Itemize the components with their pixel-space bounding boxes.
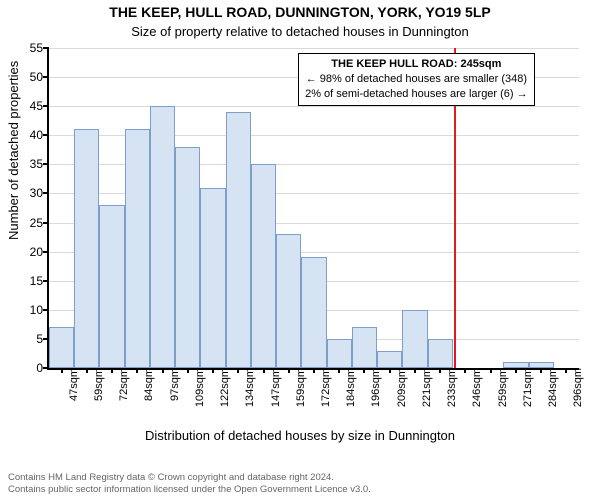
credits-line1: Contains HM Land Registry data © Crown c… bbox=[8, 472, 371, 484]
x-tick-label: 172sqm bbox=[320, 368, 332, 407]
gridline bbox=[49, 48, 579, 49]
x-axis-label: Distribution of detached houses by size … bbox=[0, 428, 600, 443]
x-tick-mark bbox=[439, 368, 441, 373]
chart-title: THE KEEP, HULL ROAD, DUNNINGTON, YORK, Y… bbox=[0, 4, 600, 20]
x-tick-label: 284sqm bbox=[547, 368, 559, 407]
x-tick-mark bbox=[237, 368, 239, 373]
histogram-bar bbox=[301, 257, 326, 368]
x-tick-mark bbox=[464, 368, 466, 373]
histogram-bar bbox=[251, 164, 276, 368]
x-tick-mark bbox=[515, 368, 517, 373]
x-tick-mark bbox=[389, 368, 391, 373]
histogram-bar bbox=[175, 147, 200, 368]
x-tick-mark bbox=[162, 368, 164, 373]
x-tick-mark bbox=[212, 368, 214, 373]
x-tick-mark bbox=[540, 368, 542, 373]
credits: Contains HM Land Registry data © Crown c… bbox=[8, 472, 371, 496]
y-tick-label: 20 bbox=[30, 245, 49, 259]
x-tick-label: 209sqm bbox=[396, 368, 408, 407]
x-tick-label: 147sqm bbox=[270, 368, 282, 407]
infobox-line3: 2% of semi-detached houses are larger (6… bbox=[305, 87, 528, 102]
x-tick-label: 72sqm bbox=[118, 368, 130, 401]
histogram-bar bbox=[74, 129, 99, 368]
histogram-bar bbox=[150, 106, 175, 368]
histogram-bar bbox=[125, 129, 150, 368]
x-tick-mark bbox=[338, 368, 340, 373]
x-tick-mark bbox=[187, 368, 189, 373]
property-infobox: THE KEEP HULL ROAD: 245sqm ← 98% of deta… bbox=[298, 53, 535, 106]
y-tick-label: 35 bbox=[30, 157, 49, 171]
x-tick-label: 159sqm bbox=[295, 368, 307, 407]
x-tick-label: 196sqm bbox=[370, 368, 382, 407]
x-tick-mark bbox=[313, 368, 315, 373]
x-tick-mark bbox=[490, 368, 492, 373]
y-tick-label: 55 bbox=[30, 41, 49, 55]
credits-line2: Contains public sector information licen… bbox=[8, 484, 371, 496]
x-tick-mark bbox=[414, 368, 416, 373]
x-tick-label: 221sqm bbox=[421, 368, 433, 407]
y-tick-label: 25 bbox=[30, 216, 49, 230]
x-tick-mark bbox=[263, 368, 265, 373]
y-axis-label: Number of detached properties bbox=[6, 61, 21, 240]
x-tick-label: 134sqm bbox=[244, 368, 256, 407]
histogram-bar bbox=[276, 234, 301, 368]
x-tick-label: 59sqm bbox=[93, 368, 105, 401]
infobox-line1: THE KEEP HULL ROAD: 245sqm bbox=[305, 57, 528, 72]
x-tick-mark bbox=[86, 368, 88, 373]
gridline bbox=[49, 106, 579, 107]
y-tick-label: 30 bbox=[30, 186, 49, 200]
x-tick-mark bbox=[288, 368, 290, 373]
y-tick-label: 15 bbox=[30, 274, 49, 288]
y-tick-label: 45 bbox=[30, 99, 49, 113]
x-tick-mark bbox=[61, 368, 63, 373]
histogram-bar bbox=[428, 339, 453, 368]
infobox-line2: ← 98% of detached houses are smaller (34… bbox=[305, 72, 528, 87]
x-tick-mark bbox=[565, 368, 567, 373]
x-tick-mark bbox=[136, 368, 138, 373]
x-tick-label: 184sqm bbox=[345, 368, 357, 407]
x-tick-label: 84sqm bbox=[143, 368, 155, 401]
y-tick-label: 40 bbox=[30, 128, 49, 142]
histogram-bar bbox=[377, 351, 402, 368]
histogram-bar bbox=[402, 310, 427, 368]
histogram-bar bbox=[327, 339, 352, 368]
histogram-bar bbox=[49, 327, 74, 368]
y-tick-label: 50 bbox=[30, 70, 49, 84]
x-tick-label: 109sqm bbox=[194, 368, 206, 407]
histogram-bar bbox=[352, 327, 377, 368]
histogram-bar bbox=[99, 205, 124, 368]
x-tick-label: 122sqm bbox=[219, 368, 231, 407]
x-tick-label: 233sqm bbox=[446, 368, 458, 407]
x-tick-label: 296sqm bbox=[572, 368, 584, 407]
y-tick-label: 0 bbox=[36, 361, 49, 375]
histogram-bar bbox=[226, 112, 251, 368]
x-tick-label: 97sqm bbox=[169, 368, 181, 401]
x-tick-mark bbox=[111, 368, 113, 373]
x-tick-mark bbox=[363, 368, 365, 373]
plot-area: 051015202530354045505547sqm59sqm72sqm84s… bbox=[47, 48, 579, 370]
chart-subtitle: Size of property relative to detached ho… bbox=[0, 24, 600, 39]
y-tick-label: 10 bbox=[30, 303, 49, 317]
x-tick-label: 246sqm bbox=[471, 368, 483, 407]
x-tick-label: 271sqm bbox=[522, 368, 534, 407]
x-tick-label: 259sqm bbox=[497, 368, 509, 407]
x-tick-label: 47sqm bbox=[68, 368, 80, 401]
histogram-bar bbox=[200, 188, 225, 368]
y-tick-label: 5 bbox=[36, 332, 49, 346]
